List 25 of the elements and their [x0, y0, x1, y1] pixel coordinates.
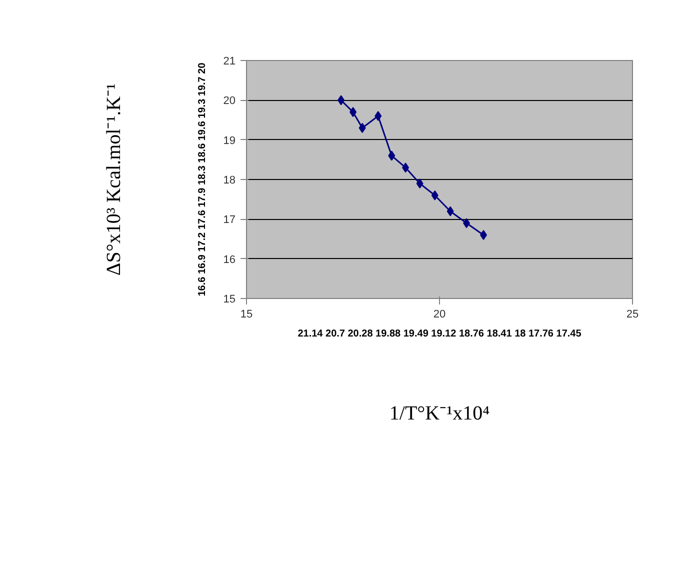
- point: [402, 162, 410, 173]
- y-tick-label: 18: [223, 174, 236, 186]
- point: [350, 107, 357, 118]
- point: [446, 206, 454, 216]
- x-tick-label: 25: [626, 308, 639, 320]
- text: 16.6 16.9 17.2 17.6 17.9 18.3 18.6 19.6 19.3 19.7 20: [197, 62, 208, 296]
- point: [416, 178, 424, 188]
- x-tick-label: 20: [433, 308, 446, 320]
- point: [388, 150, 396, 161]
- y-tick-label: 21: [223, 56, 236, 68]
- x-tick-label: 15: [240, 308, 253, 320]
- y-tick-label: 17: [223, 214, 236, 226]
- point: [480, 230, 488, 240]
- point: [431, 190, 438, 200]
- y-tick-label: 19: [223, 134, 236, 147]
- point: [374, 111, 382, 122]
- x-axis-title: 1/T°K⁻¹x10⁴: [389, 402, 490, 424]
- y-tick-label: 16: [223, 254, 236, 266]
- point: [463, 218, 470, 228]
- point: [358, 122, 366, 133]
- y-tick-label: 15: [223, 294, 236, 306]
- y-axis-title: ΔS°x10³ Kcal.mol⁻¹.K⁻¹: [103, 83, 125, 276]
- text: 21.14 20.7 20.28 19.88 19.49 19.12 18.76 18.41 18 17.76 17.45: [298, 328, 582, 340]
- y-tick-label: 20: [223, 95, 236, 108]
- point: [338, 95, 345, 106]
